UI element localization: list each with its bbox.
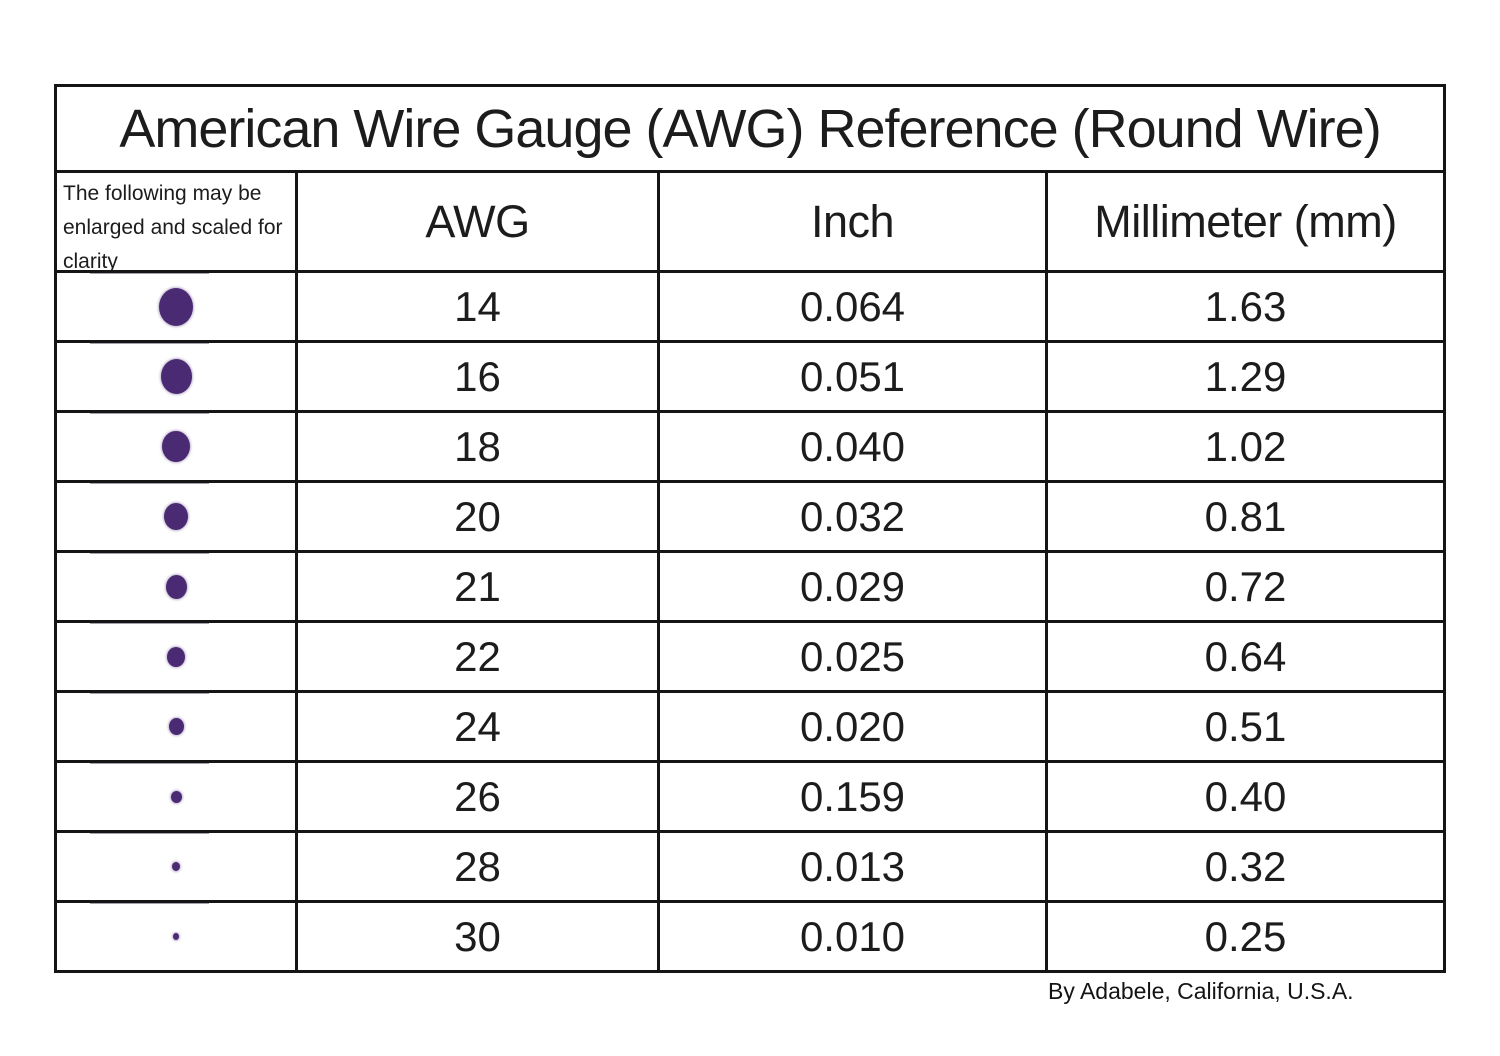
table-row: 22 0.025 0.64 (57, 620, 1443, 690)
wire-dot (160, 359, 192, 394)
mm-value: 0.81 (1045, 483, 1443, 550)
wire-dot (173, 933, 179, 940)
wire-size-cell (57, 763, 295, 830)
mm-value: 0.72 (1045, 553, 1443, 620)
inch-value: 0.159 (657, 763, 1045, 830)
table-title: American Wire Gauge (AWG) Reference (Rou… (119, 98, 1381, 159)
table-row: 21 0.029 0.72 (57, 550, 1443, 620)
table-row: 14 0.064 1.63 (57, 270, 1443, 340)
column-header-inch: Inch (657, 173, 1045, 270)
enlargement-note: The following may be enlarged and scaled… (63, 182, 283, 270)
awg-value: 20 (295, 483, 657, 550)
scan-artifact-segment (90, 693, 210, 694)
mm-value: 0.32 (1045, 833, 1443, 900)
inch-value: 0.040 (657, 413, 1045, 480)
wire-dot (165, 574, 187, 599)
inch-value: 0.020 (657, 693, 1045, 760)
scan-artifact-segment (90, 273, 210, 274)
mm-value: 1.02 (1045, 413, 1443, 480)
table-row: 18 0.040 1.02 (57, 410, 1443, 480)
wire-dot (162, 431, 190, 462)
header-row: The following may be enlarged and scaled… (57, 170, 1443, 270)
scan-artifact-segment (90, 903, 210, 904)
wire-size-cell (57, 903, 295, 970)
table-row: 20 0.032 0.81 (57, 480, 1443, 550)
awg-value: 26 (295, 763, 657, 830)
column-header-awg: AWG (295, 173, 657, 270)
wire-dot (167, 646, 185, 667)
wire-dot (168, 718, 184, 735)
wire-size-cell (57, 483, 295, 550)
inch-value: 0.029 (657, 553, 1045, 620)
awg-value: 21 (295, 553, 657, 620)
mm-value: 1.29 (1045, 343, 1443, 410)
wire-size-cell (57, 553, 295, 620)
scan-artifact-segment (90, 833, 210, 834)
footer-credit: By Adabele, California, U.S.A. (1048, 978, 1354, 1004)
wire-size-cell (57, 273, 295, 340)
column-header-millimeter: Millimeter (mm) (1045, 173, 1443, 270)
inch-value: 0.064 (657, 273, 1045, 340)
inch-value: 0.013 (657, 833, 1045, 900)
inch-value: 0.010 (657, 903, 1045, 970)
awg-value: 16 (295, 343, 657, 410)
wire-dot (170, 790, 182, 803)
mm-value: 1.63 (1045, 273, 1443, 340)
awg-value: 28 (295, 833, 657, 900)
table-row: 28 0.013 0.32 (57, 830, 1443, 900)
wire-dot (172, 862, 180, 871)
inch-value: 0.051 (657, 343, 1045, 410)
wire-size-cell (57, 343, 295, 410)
wire-size-cell (57, 833, 295, 900)
awg-value: 24 (295, 693, 657, 760)
wire-size-cell (57, 413, 295, 480)
mm-value: 0.40 (1045, 763, 1443, 830)
scan-artifact-segment (90, 763, 210, 764)
scan-artifact-segment (90, 413, 210, 414)
table-row: 16 0.051 1.29 (57, 340, 1443, 410)
scan-artifact-segment (90, 553, 210, 554)
scan-artifact-segment (90, 483, 210, 484)
scan-artifact-segment (90, 343, 210, 344)
wire-dot (159, 287, 193, 326)
scan-artifact-segment (90, 623, 210, 624)
wire-dot (164, 503, 188, 530)
awg-value: 30 (295, 903, 657, 970)
awg-value: 14 (295, 273, 657, 340)
inch-value: 0.025 (657, 623, 1045, 690)
awg-reference-table: American Wire Gauge (AWG) Reference (Rou… (54, 84, 1446, 973)
table-row: 26 0.159 0.40 (57, 760, 1443, 830)
awg-value: 22 (295, 623, 657, 690)
wire-size-cell (57, 693, 295, 760)
mm-value: 0.64 (1045, 623, 1443, 690)
table-row: 30 0.010 0.25 (57, 900, 1443, 970)
table-body: 14 0.064 1.63 16 0.051 1.29 18 0.040 1.0… (57, 270, 1443, 970)
awg-value: 18 (295, 413, 657, 480)
inch-value: 0.032 (657, 483, 1045, 550)
table-row: 24 0.020 0.51 (57, 690, 1443, 760)
mm-value: 0.25 (1045, 903, 1443, 970)
mm-value: 0.51 (1045, 693, 1443, 760)
wire-size-cell (57, 623, 295, 690)
